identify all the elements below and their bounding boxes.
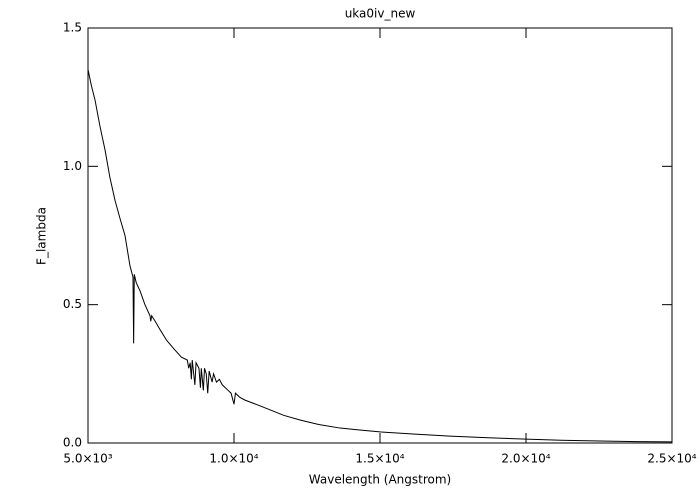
chart-title: uka0iv_new	[345, 7, 416, 21]
y-tick-label: 1.0	[63, 159, 82, 173]
y-axis-label: F_lambda	[35, 207, 49, 265]
plot-frame	[87, 27, 673, 444]
x-tick-label: 5.0×10³	[63, 452, 112, 466]
x-tick-label: 1.0×10⁴	[209, 452, 258, 466]
y-tick-label: 1.5	[63, 21, 82, 35]
x-tick-label: 2.5×10⁴	[647, 452, 696, 466]
x-axis-label: Wavelength (Angstrom)	[309, 473, 451, 487]
spectrum-line	[87, 69, 673, 443]
y-tick-label: 0.0	[63, 436, 82, 450]
x-tick-label: 1.5×10⁴	[355, 452, 404, 466]
y-tick-label: 0.5	[63, 297, 82, 311]
x-tick-label: 2.0×10⁴	[501, 452, 550, 466]
